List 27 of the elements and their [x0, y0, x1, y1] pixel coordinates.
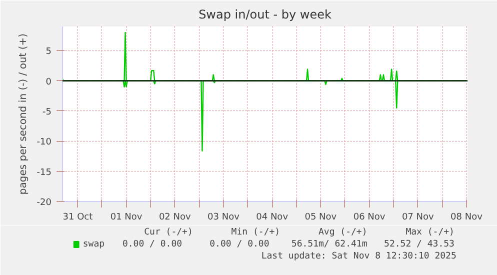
- text: Cur (-/+): [144, 228, 193, 238]
- text: Min (-/+): [231, 228, 280, 238]
- text: Last update: Sat Nov 8 12:30:10 2025: [261, 252, 456, 262]
- y-axis-title: pages per second in (-) / out (+): [18, 33, 29, 195]
- y-tick-label: 0: [46, 77, 52, 88]
- y-tick-label: -15: [36, 168, 52, 178]
- x-tick-label: 08 Nov: [450, 212, 484, 222]
- y-tick-label: -5: [42, 107, 52, 118]
- text: 56.51m/ 62.41m: [291, 240, 368, 250]
- x-tick-label: 07 Nov: [402, 212, 434, 222]
- x-tick-label: 02 Nov: [158, 212, 192, 222]
- text: Max (-/+): [406, 228, 454, 238]
- x-tick-label: 03 Nov: [208, 212, 240, 222]
- chart-title: Swap in/out - by week: [198, 8, 332, 22]
- text: Avg (-/+): [318, 228, 368, 238]
- x-tick-label: 05 Nov: [304, 212, 338, 222]
- y-tick-label: -20: [36, 198, 52, 208]
- text: 0.00 / 0.00: [122, 240, 182, 250]
- x-tick-label: 31 Oct: [62, 212, 94, 222]
- text: 52.52 / 43.53: [384, 240, 454, 250]
- legend-label: swap: [82, 240, 105, 250]
- x-tick-label: 04 Nov: [256, 212, 289, 222]
- x-tick-label: 01 Nov: [110, 212, 143, 222]
- y-tick-label: -10: [36, 138, 52, 148]
- text: 0.00 / 0.00: [210, 240, 270, 250]
- x-tick-label: 06 Nov: [353, 212, 386, 222]
- y-tick-label: 5: [46, 47, 52, 58]
